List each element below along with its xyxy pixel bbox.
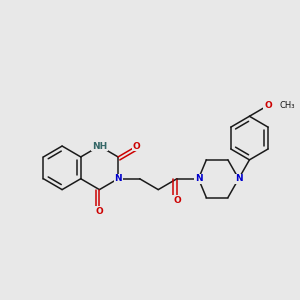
Text: O: O [264,101,272,110]
Text: N: N [114,174,122,183]
Text: N: N [235,174,242,183]
Text: CH₃: CH₃ [280,101,296,110]
Text: O: O [95,207,103,216]
Text: O: O [173,196,181,205]
Text: O: O [133,142,141,151]
Text: N: N [195,174,202,183]
Text: NH: NH [92,142,107,151]
